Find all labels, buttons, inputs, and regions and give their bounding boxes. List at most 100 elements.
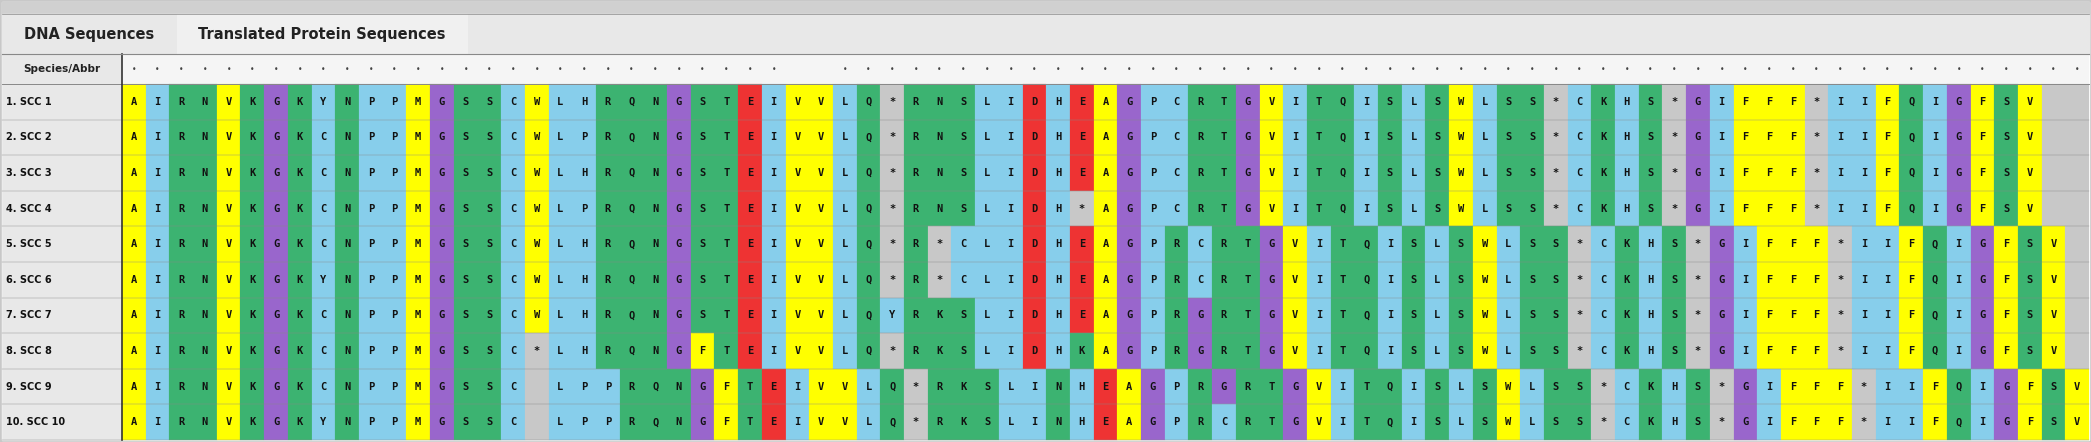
Text: K: K xyxy=(297,417,303,427)
Text: N: N xyxy=(937,204,943,213)
Text: S: S xyxy=(1696,417,1702,427)
Text: V: V xyxy=(1315,381,1322,392)
Text: H: H xyxy=(1056,204,1062,213)
Bar xyxy=(1591,369,1614,404)
Bar xyxy=(548,155,573,191)
Bar xyxy=(1378,120,1401,155)
Bar xyxy=(1685,120,1710,155)
Text: G: G xyxy=(1980,275,1986,285)
Text: I: I xyxy=(1386,239,1393,249)
Bar xyxy=(192,297,217,333)
Text: I: I xyxy=(1315,346,1322,356)
Bar xyxy=(121,120,146,155)
Text: I: I xyxy=(1292,133,1299,142)
Text: T: T xyxy=(1315,133,1322,142)
Bar xyxy=(454,369,477,404)
Bar xyxy=(644,226,667,262)
Bar xyxy=(786,404,809,440)
Text: P: P xyxy=(1150,168,1156,178)
Text: S: S xyxy=(960,168,966,178)
Bar xyxy=(2,297,121,333)
Bar xyxy=(999,226,1022,262)
Text: G: G xyxy=(1150,381,1156,392)
Text: •: • xyxy=(1317,65,1322,73)
Bar xyxy=(217,155,240,191)
Text: A: A xyxy=(132,310,138,320)
Text: H: H xyxy=(1056,239,1062,249)
Text: •: • xyxy=(581,65,585,73)
Bar xyxy=(1094,120,1117,155)
Text: G: G xyxy=(675,239,682,249)
Text: S: S xyxy=(1577,417,1583,427)
Text: G: G xyxy=(439,310,445,320)
Bar xyxy=(832,155,857,191)
Text: M: M xyxy=(416,204,422,213)
Bar xyxy=(880,333,903,369)
Bar xyxy=(715,226,738,262)
Text: •: • xyxy=(1861,65,1865,73)
Bar xyxy=(1853,54,1876,84)
Bar xyxy=(240,155,263,191)
Text: R: R xyxy=(604,275,611,285)
Bar xyxy=(146,404,169,440)
Text: T: T xyxy=(723,310,730,320)
Text: L: L xyxy=(866,381,872,392)
Text: P: P xyxy=(368,97,374,107)
Text: S: S xyxy=(1648,168,1654,178)
Bar xyxy=(786,262,809,297)
Bar xyxy=(832,191,857,226)
Text: Q: Q xyxy=(652,381,659,392)
Text: G: G xyxy=(1955,133,1961,142)
Text: G: G xyxy=(1127,346,1133,356)
Bar xyxy=(974,333,999,369)
Bar xyxy=(1330,297,1355,333)
Text: S: S xyxy=(1529,97,1535,107)
Bar xyxy=(1022,262,1046,297)
Bar xyxy=(1401,155,1426,191)
Bar xyxy=(690,262,715,297)
Bar xyxy=(619,84,644,120)
Bar xyxy=(1970,191,1995,226)
Bar xyxy=(1970,84,1995,120)
Text: F: F xyxy=(1767,310,1773,320)
Bar xyxy=(619,297,644,333)
Text: S: S xyxy=(1411,310,1418,320)
Text: T: T xyxy=(746,417,753,427)
Text: *: * xyxy=(914,381,920,392)
Text: R: R xyxy=(914,97,920,107)
Text: F: F xyxy=(1767,97,1773,107)
Bar xyxy=(1330,120,1355,155)
Text: I: I xyxy=(1363,204,1370,213)
Text: S: S xyxy=(1386,97,1393,107)
Bar xyxy=(1805,333,1828,369)
Text: •: • xyxy=(558,65,562,73)
Text: G: G xyxy=(1269,239,1276,249)
Bar xyxy=(1165,155,1188,191)
Text: G: G xyxy=(1244,97,1250,107)
Text: Q: Q xyxy=(1340,204,1347,213)
Bar xyxy=(1330,333,1355,369)
Bar xyxy=(548,333,573,369)
Bar xyxy=(951,120,974,155)
Text: E: E xyxy=(1079,239,1085,249)
Bar xyxy=(880,54,903,84)
Text: R: R xyxy=(1198,168,1204,178)
Bar xyxy=(1591,155,1614,191)
Text: N: N xyxy=(1056,381,1062,392)
Text: S: S xyxy=(462,381,468,392)
Text: G: G xyxy=(1244,204,1250,213)
Bar xyxy=(1639,120,1662,155)
Text: A: A xyxy=(1102,275,1108,285)
Text: K: K xyxy=(297,275,303,285)
Bar xyxy=(1899,297,1924,333)
Bar xyxy=(240,226,263,262)
Text: F: F xyxy=(1838,417,1844,427)
Text: S: S xyxy=(2003,133,2009,142)
Bar xyxy=(1022,120,1046,155)
Bar xyxy=(1947,226,1970,262)
Bar xyxy=(1970,333,1995,369)
Text: I: I xyxy=(1932,97,1938,107)
Text: A: A xyxy=(132,239,138,249)
Bar xyxy=(667,226,690,262)
Text: N: N xyxy=(345,346,351,356)
